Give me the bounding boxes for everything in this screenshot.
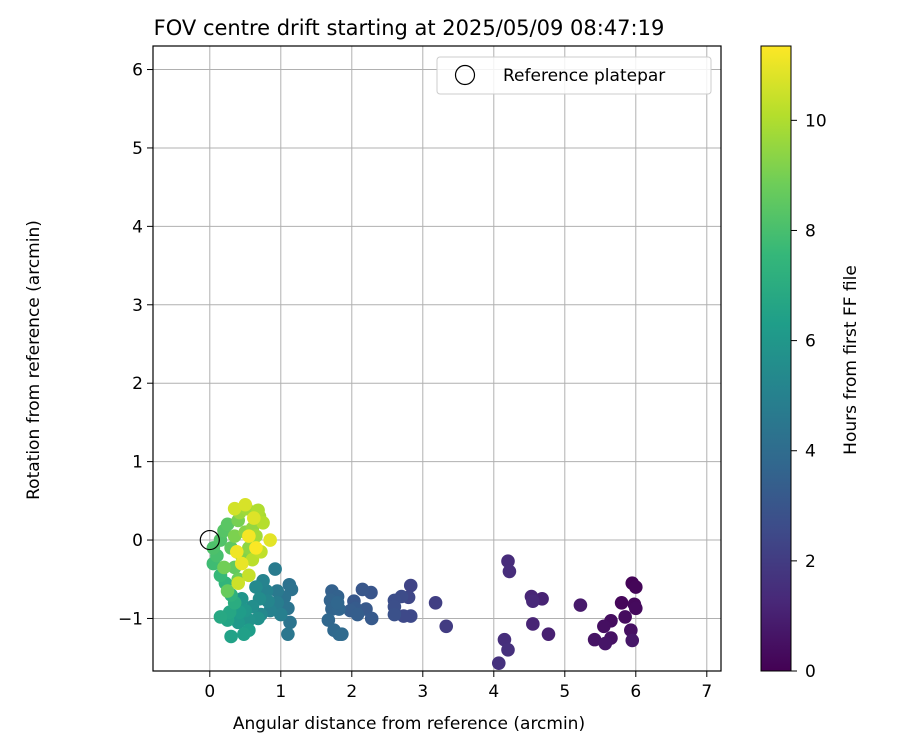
data-point [629,580,643,594]
data-point [501,554,515,569]
data-point [502,564,517,579]
data-point [263,533,277,547]
colorbar-tick-label: 8 [805,221,816,241]
reference-point [199,529,220,551]
grid-lines [153,46,721,671]
data-point [491,656,506,670]
colorbar-tick-label: 10 [805,111,827,131]
colorbar-tick-label: 6 [805,332,816,352]
data-point [624,623,638,638]
data-point [573,598,588,612]
data-point [231,615,245,630]
data-point [501,643,515,657]
data-point [597,619,611,634]
data-point [526,617,540,631]
y-tick-label: 2 [132,374,143,394]
data-point [231,576,245,590]
data-point [281,627,295,641]
data-point [274,607,288,622]
data-point [242,529,256,543]
data-point [335,627,349,641]
data-point [387,607,402,622]
data-point [224,629,238,644]
y-tick-label: 1 [132,453,143,473]
data-point [618,610,632,624]
legend-marker [454,64,476,86]
data-point [321,613,336,627]
data-point [249,541,263,555]
data-point [227,529,242,543]
data-point [220,517,235,532]
data-point [217,560,231,575]
data-point [625,633,640,648]
data-points [206,497,643,670]
x-tick-label: 2 [346,682,357,702]
data-point [238,497,253,512]
x-tick-label: 0 [204,682,215,702]
colorbar: 0 2 4 6 8 10 Hours from first FF file [760,45,861,682]
data-point [439,619,454,634]
data-point [541,627,556,641]
colorbar-tick-label: 4 [805,442,816,462]
colorbar-gradient [760,45,792,672]
reference-platepar-marker [199,529,220,551]
x-tick-label: 6 [630,682,641,702]
y-tick-label: 5 [132,139,143,159]
data-point [403,578,418,593]
x-axis-ticks: 0 1 2 3 4 5 6 7 [204,671,712,702]
data-point [234,556,249,571]
legend: Reference platepar [436,56,712,95]
colorbar-tick-label: 0 [805,662,816,682]
y-tick-label: 3 [132,296,143,316]
chart-title: FOV centre drift starting at 2025/05/09 … [154,16,665,40]
data-point [355,582,370,597]
y-tick-label: −1 [118,609,143,629]
data-point [229,545,244,559]
y-tick-label: 6 [132,61,143,81]
x-tick-label: 3 [417,682,428,702]
data-point [526,594,540,609]
y-tick-label: 4 [132,217,143,237]
y-tick-label: 0 [132,531,143,551]
legend-box [436,56,712,95]
y-axis-ticks: −1 0 1 2 3 4 5 6 [118,61,153,629]
x-tick-label: 7 [701,682,712,702]
data-point [350,607,365,622]
data-point [268,562,282,576]
data-point [220,584,235,598]
colorbar-tick-label: 2 [805,552,816,572]
legend-entry: Reference platepar [503,66,665,86]
colorbar-ticks: 0 2 4 6 8 10 [791,111,827,682]
data-point [213,610,228,624]
data-point [227,501,242,516]
x-axis-label: Angular distance from reference (arcmin) [233,714,585,734]
data-point [242,568,256,583]
data-point [364,611,379,626]
data-point [598,636,613,651]
x-tick-label: 1 [275,682,286,702]
data-point [428,595,443,610]
colorbar-label: Hours from first FF file [841,265,861,455]
data-point [247,511,261,525]
x-tick-label: 5 [559,682,570,702]
data-point [283,615,297,630]
data-point [249,580,263,594]
data-point [237,627,251,641]
data-point [270,584,285,598]
x-tick-label: 4 [488,682,499,702]
data-point [614,595,629,610]
data-point [629,601,643,616]
plot-frame [152,45,722,672]
data-point [330,595,345,610]
y-axis-label: Rotation from reference (arcmin) [24,220,44,500]
data-point [587,632,602,647]
